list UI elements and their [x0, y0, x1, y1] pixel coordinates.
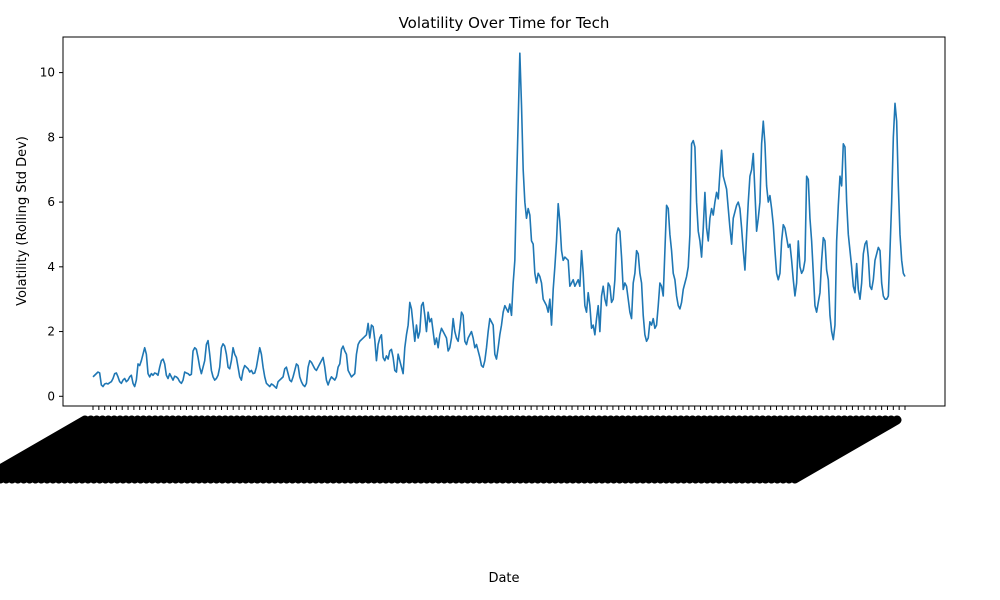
plot-area — [62, 36, 946, 407]
plot-frame — [62, 36, 946, 407]
y-axis: 0 2 4 6 8 10 — [40, 66, 63, 403]
x-axis-label: Date — [488, 571, 519, 586]
x-tick-label — [790, 415, 902, 484]
y-tick-label: 8 — [47, 130, 55, 144]
y-tick-label: 0 — [47, 389, 55, 403]
y-tick-label: 4 — [47, 260, 55, 274]
x-axis — [0, 406, 906, 484]
chart-title: Volatility Over Time for Tech — [399, 14, 610, 32]
y-axis-label: Volatility (Rolling Std Dev) — [15, 136, 30, 306]
series-line — [92, 52, 906, 389]
y-tick-label: 2 — [47, 325, 55, 339]
y-tick-label: 6 — [47, 195, 55, 209]
y-tick-label: 10 — [40, 66, 55, 80]
